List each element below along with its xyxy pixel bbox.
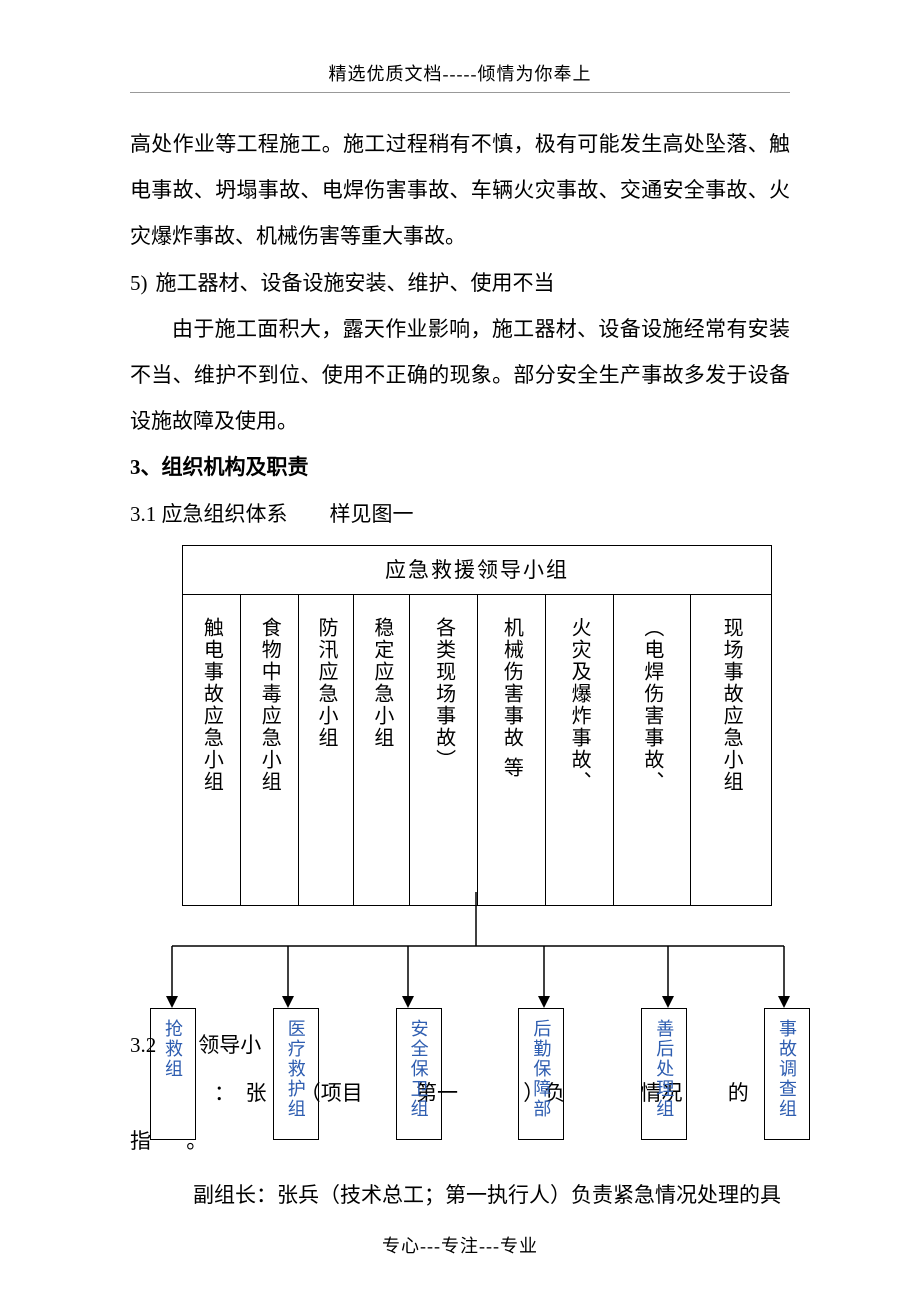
org-column-text: 火灾及爆炸事故、 — [563, 617, 595, 905]
bottom-box: 善后处理组 — [641, 1008, 687, 1140]
list-text: 施工器材、设备设施安装、维护、使用不当 — [156, 271, 555, 295]
paragraph-2: 由于施工面积大，露天作业影响，施工器材、设备设施经常有安装不当、维护不到位、使用… — [130, 306, 790, 445]
org-column-text: 现场事故应急小组 — [715, 617, 747, 905]
bottom-box-label: 后勤保障部 — [528, 1019, 554, 1139]
org-column-text: （电焊伤害事故、 — [636, 617, 668, 905]
bottom-box-label: 事故调查组 — [774, 1019, 800, 1139]
bottom-box-label: 安全保卫组 — [406, 1019, 432, 1139]
org-column: 触电事故应急小组 — [183, 595, 241, 905]
body-text: 高处作业等工程施工。施工过程稍有不慎，极有可能发生高处坠落、触电事故、坍塌事故、… — [130, 121, 790, 537]
org-column: （电焊伤害事故、 — [614, 595, 692, 905]
bottom-box: 安全保卫组 — [396, 1008, 442, 1140]
sec32-line4: 副组长：张兵（技术总工；第一执行人）负责紧急情况处理的具 — [130, 1172, 790, 1218]
bottom-box-label: 善后处理组 — [651, 1019, 677, 1139]
org-chart-title: 应急救援领导小组 — [183, 546, 771, 595]
bottom-box: 事故调查组 — [764, 1008, 810, 1140]
org-column-text: 食物中毒应急小组 — [253, 617, 285, 905]
paragraph-1: 高处作业等工程施工。施工过程稍有不慎，极有可能发生高处坠落、触电事故、坍塌事故、… — [130, 121, 790, 260]
org-column: 现场事故应急小组 — [691, 595, 771, 905]
org-column-text: 机械伤害事故等 — [495, 617, 527, 905]
org-column: 稳定应急小组 — [354, 595, 410, 905]
org-column: 机械伤害事故等 — [478, 595, 546, 905]
org-column-text: 稳定应急小组 — [366, 617, 398, 905]
bottom-box: 抢救组 — [150, 1008, 196, 1140]
list-item-5: 5) 施工器材、设备设施安装、维护、使用不当 — [130, 260, 790, 306]
heading-3-1: 3.1 应急组织体系 样见图一 — [130, 491, 790, 537]
page-header: 精选优质文档-----倾情为你奉上 — [130, 60, 790, 93]
bottom-box: 医疗救护组 — [273, 1008, 319, 1140]
org-column-text: 触电事故应急小组 — [195, 617, 227, 905]
org-column-text: 防汛应急小组 — [310, 617, 342, 905]
org-column: 食物中毒应急小组 — [241, 595, 299, 905]
bottom-box-label: 医疗救护组 — [283, 1019, 309, 1139]
org-chart-top: 应急救援领导小组 触电事故应急小组食物中毒应急小组防汛应急小组稳定应急小组各类现… — [182, 545, 772, 906]
page-footer: 专心---专注---专业 — [0, 1232, 920, 1258]
org-column: 防汛应急小组 — [299, 595, 355, 905]
list-number: 5) — [130, 271, 148, 295]
bottom-box-row: 抢救组 医疗救护组 安全保卫组 后勤保障部 善后处理组 事故调查组 — [150, 1008, 810, 1140]
org-chart-columns: 触电事故应急小组食物中毒应急小组防汛应急小组稳定应急小组各类现场事故） 机械伤害事… — [183, 595, 771, 905]
bottom-box-label: 抢救组 — [160, 1019, 186, 1139]
org-column: 各类现场事故） — [410, 595, 478, 905]
bottom-box: 后勤保障部 — [518, 1008, 564, 1140]
heading-3: 3、组织机构及职责 — [130, 444, 790, 490]
org-column: 火灾及爆炸事故、 — [546, 595, 614, 905]
org-column-text: 各类现场事故） — [428, 617, 460, 905]
